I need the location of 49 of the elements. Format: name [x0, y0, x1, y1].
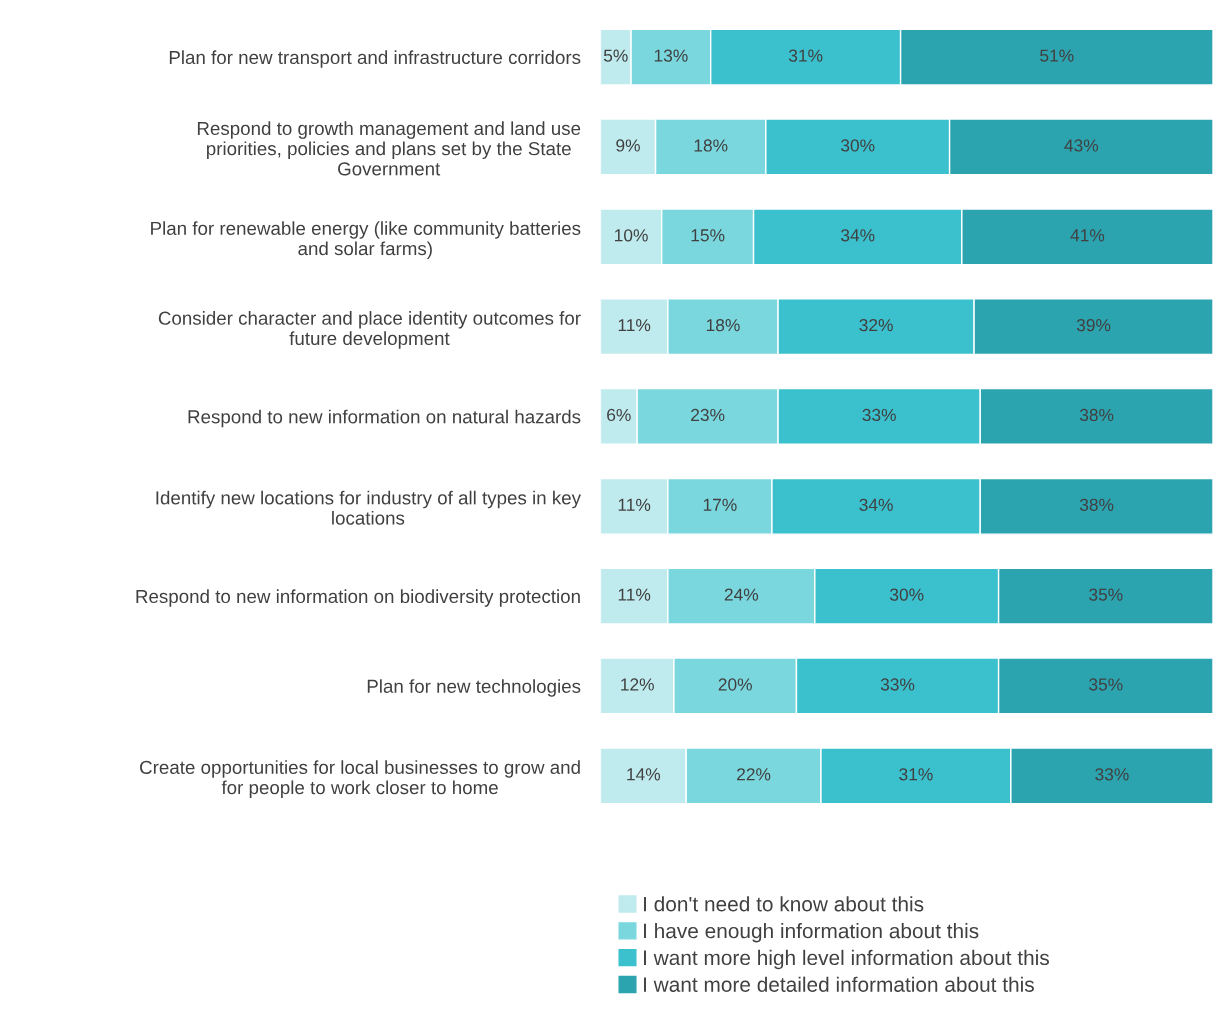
data-label: 20% — [718, 678, 752, 691]
legend-label: I want more high level information about this — [644, 949, 1049, 970]
data-label: 33% — [862, 408, 896, 422]
data-label: 31% — [788, 49, 823, 62]
data-label: 9% — [616, 139, 640, 152]
y-tick-label: Respond to new information on biodiversity protection — [136, 589, 580, 607]
y-tick-label: Create opportunities for local businesses to grow and for people to work closer to home — [140, 760, 580, 798]
y-tick-label: Respond to growth management and land use priorities, policies and plans set by the State Government — [197, 121, 581, 176]
data-label: 17% — [703, 498, 737, 511]
data-label: 43% — [1064, 139, 1099, 152]
y-tick-label: Respond to new information on natural hazards — [188, 409, 581, 428]
data-label: 33% — [880, 678, 915, 691]
data-label: 11% — [618, 498, 651, 511]
data-label: 14% — [627, 768, 661, 781]
data-label: 5% — [603, 49, 628, 62]
y-tick-label: Plan for renewable energy (like community batteries and solar farms) — [151, 221, 581, 259]
data-label: 18% — [706, 318, 740, 332]
data-label: 35% — [1089, 588, 1123, 601]
data-label: 18% — [694, 139, 728, 152]
data-label: 10% — [615, 229, 648, 242]
legend-label: I have enough information about this — [644, 923, 979, 943]
data-label: 35% — [1089, 678, 1123, 691]
data-label: 11% — [618, 588, 651, 601]
y-tick-label: Identify new locations for industry of all types in key locations — [156, 490, 581, 525]
y-tick-label: Plan for new transport and infrastructure corridors — [169, 50, 581, 68]
legend-label: I don't need to know about this — [644, 896, 924, 912]
data-label: 30% — [841, 139, 875, 152]
data-label: 38% — [1079, 408, 1114, 422]
data-label: 38% — [1079, 498, 1114, 511]
data-label: 31% — [899, 768, 933, 781]
legend-label: I want more detailed information about this — [644, 976, 1034, 992]
data-label: 33% — [1095, 768, 1129, 781]
data-label: 13% — [654, 49, 688, 62]
data-label: 12% — [621, 678, 654, 691]
y-tick-label: Plan for new technologies — [367, 679, 581, 697]
data-label: 24% — [724, 588, 759, 601]
data-label: 39% — [1076, 318, 1111, 332]
data-label: 51% — [1040, 49, 1074, 62]
data-label: 6% — [607, 408, 631, 422]
data-label: 11% — [618, 319, 651, 332]
data-label: 30% — [890, 588, 924, 601]
data-label: 32% — [859, 318, 893, 332]
data-label: 23% — [691, 408, 725, 422]
data-label: 34% — [859, 498, 893, 511]
data-label: 22% — [737, 768, 771, 781]
data-label: 15% — [691, 229, 725, 242]
data-label: 34% — [841, 229, 875, 242]
y-tick-label: Consider character and place identity outcomes for future development — [158, 311, 581, 349]
data-label: 41% — [1070, 229, 1105, 242]
